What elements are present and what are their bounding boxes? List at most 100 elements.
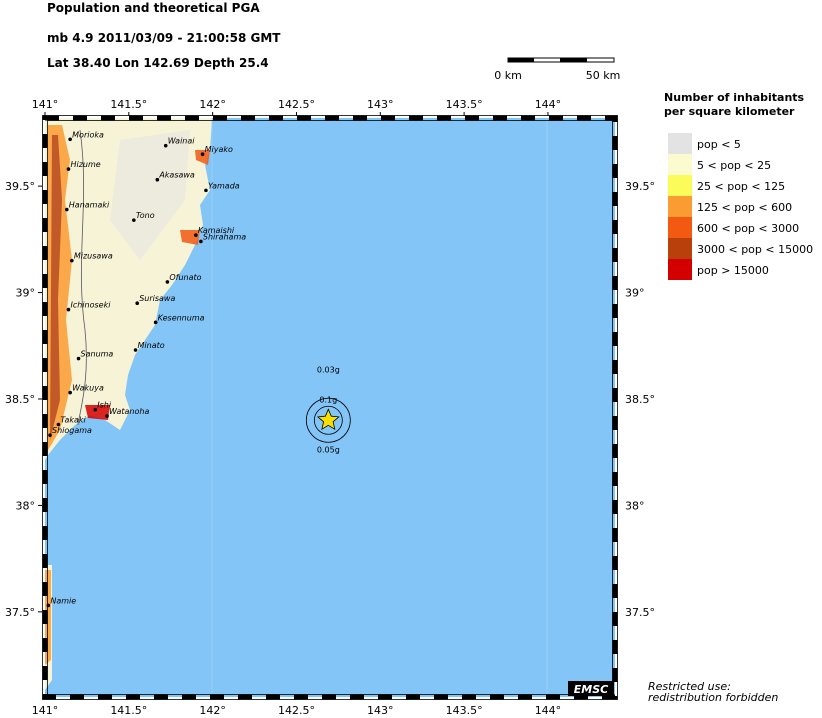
legend-label: pop < 5 [697,138,741,151]
legend-label: 25 < pop < 125 [697,180,785,193]
city-label: Miyako [205,145,233,154]
scale-label: 0 km [494,69,522,82]
city-dot [204,188,208,193]
legend-title: per square kilometer [664,105,795,118]
lon-label: 141.5° [110,98,147,111]
city-label: Ofunato [169,273,201,282]
city-dot [66,307,71,312]
city-dot [76,356,81,361]
legend-swatch [668,217,692,238]
scale-label: 50 km [586,69,621,82]
legend-title: Number of inhabitants [664,91,805,104]
lat-label: 38° [16,499,36,512]
lat-label: 39.5° [5,180,35,193]
city-dot [105,414,109,418]
title: Population and theoretical PGA [47,1,260,15]
city-label: Morioka [72,130,104,139]
city-label: Takaki [60,416,86,425]
lon-label: 142.5° [278,704,315,717]
lon-label: 142.5° [278,98,315,111]
legend-swatch [668,238,692,259]
lat-label: 37.5° [625,606,655,619]
pga-label: 0.1g [319,395,337,404]
city-dot [135,301,140,305]
city-label: Kesennuma [158,313,205,322]
city-dot [165,280,170,284]
epicenter [316,408,340,431]
legend-label: 125 < pop < 600 [697,201,792,214]
lon-label: 143° [367,98,394,111]
lon-label: 142° [199,98,226,111]
city-label: Akasawa [158,171,195,180]
event-line: mb 4.9 2011/03/09 - 21:00:58 GMT [47,31,281,45]
city-label: Namie [50,596,76,605]
lat-label: 39° [16,287,36,300]
city-label: Shirahama [203,232,246,241]
city-dot [68,390,72,395]
city-dot [66,167,71,171]
city-label: Wakuya [72,384,104,393]
city-dot [199,239,203,244]
pga-ring [313,405,343,435]
footer: Restricted use: [648,680,731,693]
pga-label: 0.05g [317,445,340,454]
legend-swatch [668,133,692,154]
badge-bg [568,681,614,696]
lon-label: 141° [32,98,59,111]
lon-label: 142° [199,704,226,717]
lon-label: 144° [535,98,562,111]
pga-ring [305,397,351,443]
city-label: Yamada [208,181,240,190]
footer: redistribution forbidden [648,691,778,704]
city-dot [70,258,74,263]
lon-label: 141° [32,704,59,717]
legend-label: pop > 15000 [697,264,769,277]
legend-swatch [668,175,692,196]
legend-swatch [668,154,692,175]
city-dot [132,218,136,222]
location-line: Lat 38.40 Lon 142.69 Depth 25.4 [47,56,269,70]
city-dot [153,320,158,325]
city-dot [48,433,52,437]
city-label: Hanamaki [69,201,110,210]
legend-swatch [668,196,692,217]
lon-label: 143° [367,704,394,717]
legend-label: 5 < pop < 25 [697,159,771,172]
lat-label: 39° [625,287,645,300]
legend-label: 600 < pop < 3000 [697,222,799,235]
population-density [45,125,210,665]
city-label: Ishi [97,401,112,410]
frame-dashes [42,115,618,700]
legend-label: 3000 < pop < 15000 [697,243,813,256]
lon-label: 144° [535,704,562,717]
scale-bar [507,57,615,63]
city-dot [46,603,51,608]
lat-label: 39.5° [625,180,655,193]
city-label: Tono [136,211,155,220]
city-dot [93,407,98,412]
legend-swatch [668,259,692,280]
city-label: Kamaishi [198,226,235,235]
lon-label: 143.5° [446,98,483,111]
frame-inner [47,120,613,695]
city-label: Mizusawa [74,252,113,261]
badge: EMSC [574,683,608,696]
city-label: Wainai [168,137,196,146]
river [77,129,87,426]
lon-label: 141.5° [110,704,147,717]
city-dot [163,143,168,148]
frame-outer [42,115,618,700]
city-label: Watanoha [109,407,149,416]
city-label: Hizume [70,160,100,169]
lat-label: 38.5° [625,393,655,406]
city-label: Surisawa [139,294,175,303]
city-dot [56,422,61,427]
city-dot [200,152,205,156]
city-label: Sanuma [81,350,114,359]
city-label: Minato [138,341,165,350]
lat-label: 37.5° [5,606,35,619]
city-label: Shiogama [52,426,92,435]
lat-label: 38° [625,499,645,512]
lat-label: 38.5° [5,393,35,406]
